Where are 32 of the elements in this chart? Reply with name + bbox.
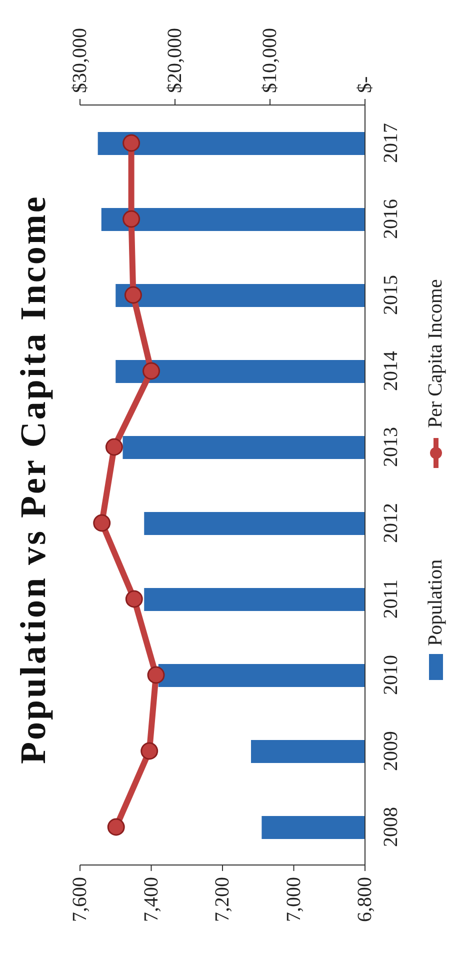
y-tick-label: 2011 <box>380 579 402 619</box>
y-tick-label: 2013 <box>380 427 402 467</box>
x-tick-label: 7,000 <box>282 877 305 922</box>
y-tick-label: 2014 <box>380 351 402 391</box>
point <box>124 286 142 304</box>
y-tick-label: 2010 <box>380 655 402 695</box>
y-tick-label: 2016 <box>380 199 402 239</box>
x-tick-label: 7,400 <box>140 877 162 922</box>
point <box>122 134 140 152</box>
x2-tick-label: $20,000 <box>164 28 186 93</box>
point <box>142 362 160 380</box>
point <box>107 818 125 836</box>
text: Per Capita Income <box>424 278 448 428</box>
point <box>125 590 143 608</box>
y-tick-label: 2015 <box>380 275 402 315</box>
y-tick-label: 2012 <box>380 503 402 543</box>
x-tick-label: 7,600 <box>69 877 91 922</box>
point <box>147 666 165 684</box>
y-tick-label: 2009 <box>380 731 402 771</box>
point <box>93 514 111 532</box>
point <box>122 210 140 228</box>
point <box>140 742 158 760</box>
y-tick-label: 2008 <box>380 807 402 847</box>
x2-tick-label: $- <box>354 76 376 93</box>
y-tick-label: 2017 <box>380 123 402 163</box>
x-tick-label: 7,200 <box>212 877 234 922</box>
text: Population vs Per Capita Income <box>12 194 54 766</box>
x2-tick-label: $30,000 <box>69 28 91 93</box>
x-tick-label: 6,800 <box>354 877 376 922</box>
x2-tick-label: $10,000 <box>259 28 281 93</box>
text: Population <box>424 560 448 646</box>
point <box>105 438 123 456</box>
